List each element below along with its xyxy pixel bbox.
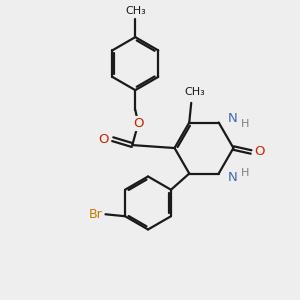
Text: N: N bbox=[228, 112, 237, 125]
Text: Br: Br bbox=[89, 208, 103, 221]
Text: CH₃: CH₃ bbox=[185, 87, 206, 97]
Text: CH₃: CH₃ bbox=[125, 6, 146, 16]
Text: H: H bbox=[241, 118, 249, 128]
Text: N: N bbox=[228, 171, 237, 184]
Text: O: O bbox=[133, 117, 143, 130]
Text: O: O bbox=[255, 146, 265, 158]
Text: H: H bbox=[241, 168, 249, 178]
Text: O: O bbox=[99, 133, 109, 146]
